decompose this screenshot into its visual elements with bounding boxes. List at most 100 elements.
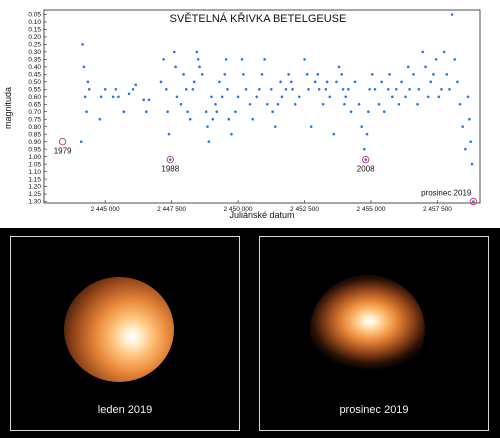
minimum-marker — [469, 197, 478, 206]
data-point — [347, 87, 350, 91]
y-tick-label: 1.00 — [28, 154, 41, 161]
y-tick-label: 0.90 — [28, 139, 41, 146]
data-point — [305, 73, 309, 76]
data-point — [450, 13, 454, 16]
annotations: 1979 1988 2008 prosinec 2019 — [54, 138, 478, 206]
data-point — [184, 87, 188, 91]
data-point — [316, 73, 320, 76]
data-point — [273, 125, 277, 128]
data-point — [397, 102, 401, 106]
data-point — [417, 87, 421, 91]
minimum-label: 1988 — [161, 165, 179, 174]
data-point — [394, 87, 398, 91]
betelgeuse-image-january — [64, 277, 174, 382]
y-tick-label: 0.05 — [28, 12, 41, 19]
data-point — [117, 95, 120, 99]
data-point — [434, 58, 438, 61]
data-point — [186, 110, 189, 114]
data-point — [142, 98, 145, 102]
light-curve-chart: SVĚTELNÁ KŘIVKA BETELGEUSE Juliánské dat… — [3, 9, 481, 220]
data-point — [368, 87, 371, 91]
data-point — [195, 50, 199, 54]
y-tick-label: 0.20 — [28, 34, 41, 41]
x-tick-label: 2 457 500 — [423, 206, 452, 213]
data-point — [276, 102, 280, 106]
data-point — [363, 147, 366, 151]
data-point — [244, 87, 248, 91]
data-point — [307, 87, 310, 91]
y-tick-label: 0.25 — [28, 42, 41, 49]
data-point — [114, 87, 118, 91]
y-tick-label: 0.95 — [28, 146, 41, 153]
minimum-label: 2008 — [357, 165, 375, 174]
data-point — [200, 73, 204, 76]
photo-january-2019: leden 2019 — [10, 236, 240, 431]
data-point — [236, 95, 240, 99]
y-tick-label: 0.65 — [28, 101, 41, 108]
data-point — [373, 87, 377, 91]
data-point — [353, 80, 357, 84]
data-point — [226, 87, 229, 91]
data-point — [227, 117, 231, 121]
x-axis-ticks: 2 445 000 2 447 500 2 450 000 2 452 500 2 45… — [91, 200, 452, 213]
data-point — [442, 50, 446, 54]
data-point — [234, 110, 237, 114]
data-point — [266, 102, 269, 106]
data-point — [406, 65, 410, 69]
data-point — [464, 147, 467, 151]
data-point — [421, 50, 425, 54]
data-point — [325, 80, 329, 84]
data-point — [240, 58, 244, 61]
data-point — [349, 110, 353, 114]
data-point — [280, 95, 284, 99]
data-point — [172, 50, 176, 54]
data-point — [279, 80, 282, 84]
data-point — [145, 110, 148, 114]
data-point — [321, 102, 325, 106]
data-point — [408, 87, 411, 91]
data-point — [458, 102, 462, 106]
data-point — [127, 92, 131, 96]
data-point — [365, 132, 369, 136]
data-point — [86, 80, 90, 84]
data-point — [263, 58, 266, 61]
y-tick-label: 1.25 — [28, 191, 41, 198]
x-tick-label: 2 455 000 — [357, 206, 386, 213]
data-point — [179, 102, 183, 106]
minimum-marker — [166, 155, 174, 164]
data-point — [432, 73, 435, 76]
data-point — [332, 132, 336, 136]
data-point — [380, 80, 383, 84]
data-point — [303, 58, 306, 61]
data-point — [82, 65, 86, 69]
y-tick-label: 0.15 — [28, 27, 41, 34]
photo-december-2019: prosinec 2019 — [259, 236, 489, 431]
data-point — [343, 102, 346, 106]
y-tick-label: 0.30 — [28, 49, 41, 56]
data-point — [453, 58, 457, 61]
data-point — [404, 95, 407, 99]
data-point — [317, 87, 321, 91]
y-tick-label: 0.35 — [28, 57, 41, 64]
data-point — [456, 80, 459, 84]
data-point — [230, 132, 233, 136]
data-point — [287, 73, 290, 76]
data-point — [360, 125, 363, 128]
data-point — [293, 102, 297, 106]
data-point — [196, 58, 200, 61]
data-point — [426, 95, 430, 99]
data-point — [198, 65, 201, 69]
data-point — [416, 102, 419, 106]
data-point — [207, 140, 211, 143]
data-point — [248, 102, 252, 106]
y-tick-label: 1.30 — [28, 199, 41, 206]
data-point — [469, 140, 472, 143]
data-point — [99, 95, 103, 99]
data-point — [429, 80, 433, 84]
data-point — [270, 87, 273, 91]
data-points — [79, 13, 475, 203]
data-point — [309, 125, 313, 128]
x-tick-label: 2 445 000 — [91, 206, 120, 213]
data-point — [204, 110, 208, 114]
x-tick-label: 2 447 500 — [157, 206, 186, 213]
